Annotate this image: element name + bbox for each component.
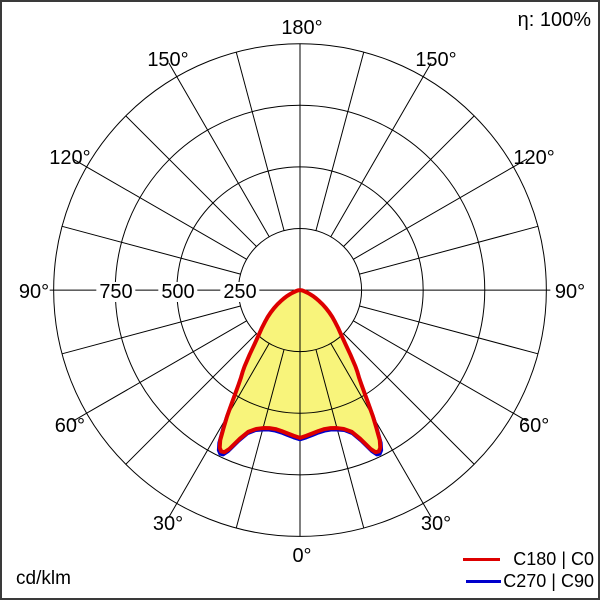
distribution-curves: [216, 288, 384, 457]
angle-label-120deg-left: 120°: [49, 147, 91, 169]
ring-label-250: 250: [220, 282, 260, 302]
angle-label-150deg-right: 150°: [415, 48, 457, 71]
legend-line-swatch: [466, 580, 502, 583]
ring-label-500: 500: [158, 282, 198, 302]
ring-label-750: 750: [96, 282, 136, 302]
angle-label-0deg-right: 0°: [292, 545, 312, 567]
efficiency-label: η: 100%: [517, 9, 591, 31]
angle-label-150deg-left: 150°: [147, 48, 189, 71]
unit-label: cd/klm: [16, 568, 71, 589]
angle-label-90deg-left: 90°: [18, 281, 50, 303]
legend-row-0: C180 | C0: [463, 550, 594, 569]
angle-label-30deg-left: 30°: [152, 513, 184, 536]
legend: C180 | C0 C270 | C90: [463, 550, 594, 591]
angle-label-120deg-right: 120°: [513, 147, 555, 169]
legend-row-1: C270 | C90: [466, 572, 594, 591]
legend-label: C180 | C0: [513, 549, 594, 569]
legend-label: C270 | C90: [503, 571, 594, 591]
angle-label-60deg-right: 60°: [518, 415, 550, 437]
angle-label-180deg-right: 180°: [281, 17, 323, 39]
angle-label-30deg-right: 30°: [420, 513, 452, 536]
legend-line-swatch: [463, 558, 501, 561]
angle-label-90deg-right: 90°: [554, 281, 586, 303]
angle-label-60deg-left: 60°: [54, 415, 86, 437]
curve-c180c0: [217, 288, 383, 455]
